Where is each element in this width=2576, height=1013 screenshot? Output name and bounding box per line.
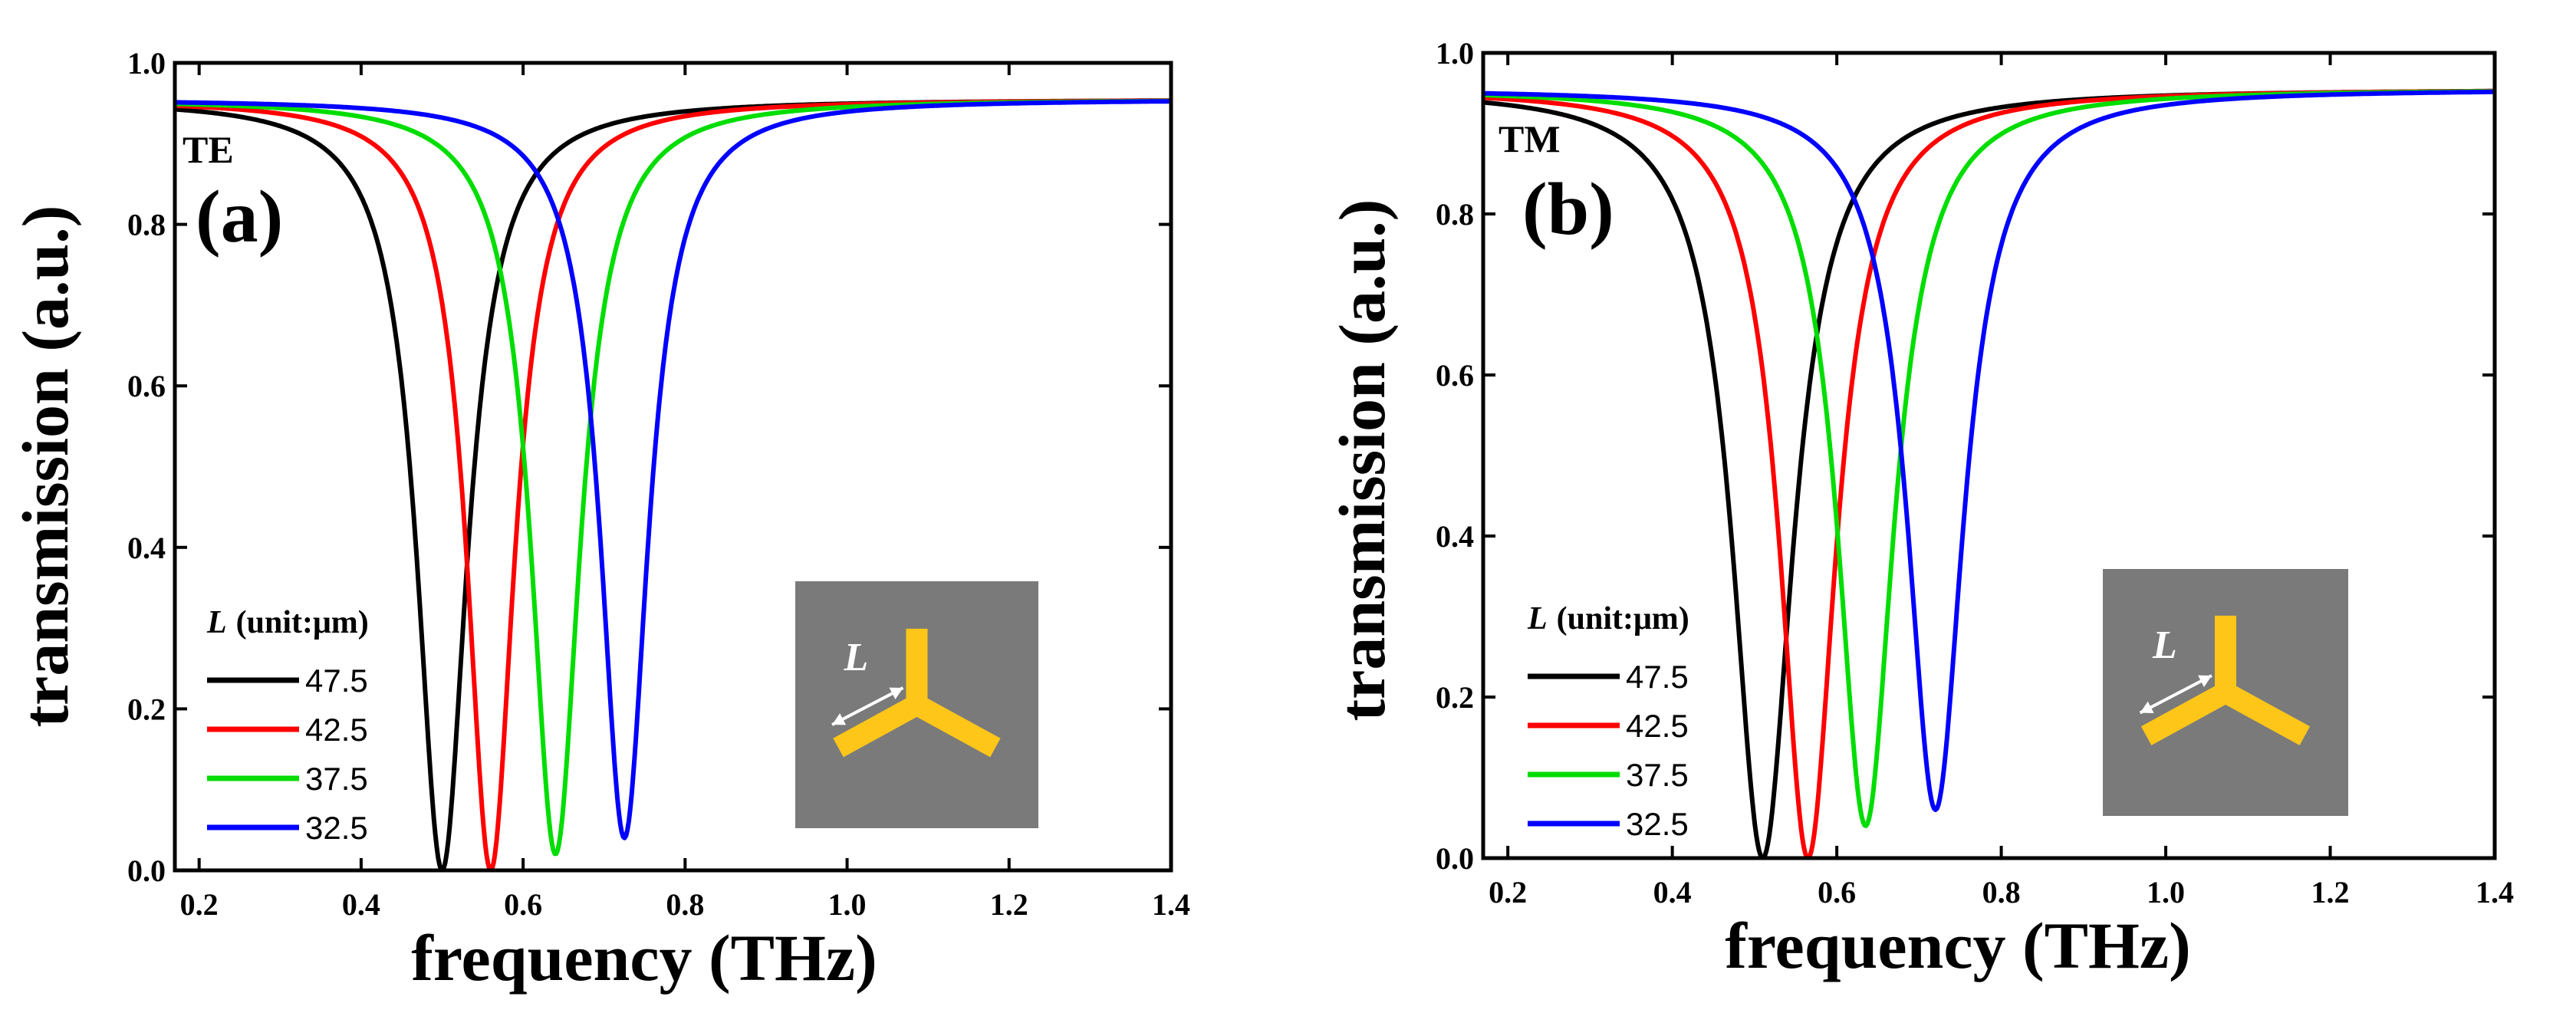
- plot-area: [1483, 88, 2495, 858]
- y-tick-label: 0.0: [127, 853, 166, 888]
- y-axis-title: transmission (a.u.): [1325, 199, 1399, 722]
- y-tick-label: 1.0: [1436, 36, 1474, 71]
- series-line-32.5: [1483, 89, 2495, 812]
- inset-diagram: L: [2103, 569, 2348, 816]
- series-line-32.5: [175, 99, 1171, 840]
- x-tick-label: 1.0: [828, 887, 867, 922]
- polarization-label: TM: [1499, 117, 1561, 160]
- panel-label: (b): [1522, 168, 1614, 251]
- x-tick-label: 0.2: [1489, 875, 1527, 909]
- legend-entry: 37.5: [1626, 757, 1689, 793]
- legend-entry: 32.5: [305, 810, 368, 846]
- x-tick-label: 1.4: [1152, 887, 1190, 922]
- panel-b: 0.2 0.4 0.6 0.8 1.0 1.2 1.40.00.20.40.60.81.0f…: [1325, 36, 2514, 982]
- x-tick-label: 0.4: [1653, 875, 1692, 909]
- axes-frame: [173, 61, 1173, 873]
- y-tick-label: 0.2: [1436, 680, 1474, 715]
- legend: L (unit:μm) 47.5 42.5 37.5 32.5: [1527, 601, 1689, 842]
- x-tick-label: 0.6: [504, 887, 542, 922]
- panel-label: (a): [196, 176, 283, 258]
- x-tick-label: 0.8: [1982, 875, 2021, 909]
- legend-entry: 42.5: [1626, 708, 1689, 744]
- arrow-head: [832, 713, 847, 725]
- legend-title: L (unit:μm): [1527, 601, 1689, 636]
- y-tick-label: 0.6: [127, 369, 166, 403]
- arrow-head: [889, 687, 903, 699]
- legend-title-unit: (unit:μm): [1557, 601, 1689, 636]
- y-axis-title: transmission (a.u.): [8, 206, 82, 728]
- legend-title-unit: (unit:μm): [236, 605, 369, 640]
- y-tick-label: 0.8: [1436, 197, 1474, 232]
- inset-length-label: L: [2152, 623, 2177, 667]
- x-tick-label: 0.2: [180, 887, 219, 922]
- y-tick-label: 0.8: [127, 208, 166, 242]
- tripod-arm: [911, 695, 1001, 758]
- legend: L (unit:μm) 47.5 42.5 37.5 32.5: [206, 605, 369, 846]
- legend-entry: 42.5: [305, 712, 368, 748]
- y-tick-label: 0.0: [1436, 841, 1474, 876]
- length-arrow: [2139, 674, 2212, 715]
- x-axis-title: frequency (THz): [411, 921, 877, 995]
- arrow-head: [2140, 701, 2154, 713]
- y-tick-label: 0.4: [127, 531, 166, 565]
- tripod-arm: [2220, 682, 2311, 745]
- panel-a: 0.2 0.4 0.6 0.8 1.0 1.2 1.40.00.20.40.60.81.0f…: [8, 46, 1190, 995]
- legend-entry: 32.5: [1626, 806, 1689, 842]
- x-tick-label: 1.2: [2311, 875, 2350, 909]
- x-tick-label: 1.0: [2147, 875, 2185, 909]
- legend-title-var: L: [206, 605, 227, 640]
- legend-title: L (unit:μm): [206, 605, 369, 640]
- x-tick-label: 0.4: [342, 887, 380, 922]
- axes-frame: [1481, 51, 2497, 860]
- x-tick-label: 1.4: [2476, 875, 2514, 909]
- tripod-arm: [833, 695, 923, 758]
- inset-diagram: L: [795, 581, 1038, 828]
- inset-length-label: L: [844, 636, 869, 679]
- arrow-head: [2198, 675, 2212, 687]
- x-tick-label: 0.8: [666, 887, 704, 922]
- legend-title-var: L: [1527, 601, 1548, 636]
- length-arrow: [831, 686, 904, 726]
- x-tick-label: 1.2: [990, 887, 1028, 922]
- x-axis-title: frequency (THz): [1725, 909, 2190, 982]
- tripod-arm: [2140, 682, 2231, 745]
- legend-entry: 37.5: [305, 761, 368, 797]
- y-tick-label: 0.4: [1436, 519, 1474, 554]
- x-tick-label: 0.6: [1818, 875, 1856, 909]
- y-tick-label: 0.6: [1436, 358, 1474, 393]
- y-tick-label: 0.2: [127, 692, 166, 726]
- legend-entry: 47.5: [305, 663, 368, 699]
- polarization-label: TE: [183, 128, 234, 171]
- plot-area: [175, 98, 1171, 870]
- legend-entry: 47.5: [1626, 659, 1689, 695]
- y-tick-label: 1.0: [127, 46, 166, 81]
